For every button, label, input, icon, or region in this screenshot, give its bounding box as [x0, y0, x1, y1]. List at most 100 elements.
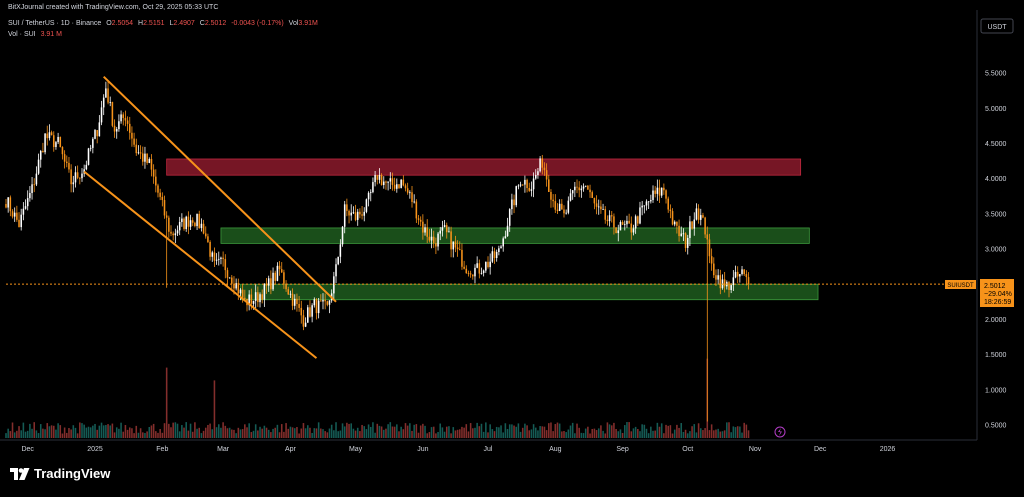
- volume-bar: [721, 431, 724, 438]
- volume-bar: [654, 430, 656, 438]
- volume-bar: [508, 424, 511, 438]
- candle: [311, 303, 313, 323]
- volume-bar: [124, 425, 127, 438]
- volume-bar: [293, 428, 296, 438]
- volume-bar: [159, 428, 161, 438]
- candle-body: [663, 187, 665, 191]
- legend-row[interactable]: SUI / TetherUS · 1D · Binance O2.5054 H2…: [8, 20, 321, 27]
- candle: [697, 204, 700, 224]
- volume-bar: [359, 431, 361, 438]
- volume-bar: [443, 431, 446, 438]
- candle: [50, 130, 53, 136]
- candle: [732, 270, 735, 292]
- candle: [458, 241, 461, 251]
- candle: [137, 145, 140, 155]
- candle: [83, 164, 85, 177]
- candle: [493, 247, 496, 264]
- candle: [693, 212, 696, 236]
- candle-body: [168, 217, 170, 232]
- volume-bar: [461, 426, 463, 438]
- volume-bar: [152, 423, 155, 438]
- candle: [723, 271, 726, 293]
- volume-bar: [267, 429, 270, 438]
- candle: [335, 258, 337, 283]
- candle-body: [491, 251, 494, 262]
- candle: [66, 155, 68, 168]
- candle: [702, 212, 704, 219]
- candle-body: [83, 169, 85, 174]
- price-axis[interactable]: [977, 0, 1024, 440]
- candle: [515, 185, 518, 208]
- volume-bar: [422, 423, 424, 438]
- volume-bar: [29, 423, 31, 438]
- volume-bar: [367, 424, 370, 438]
- candle-body: [315, 299, 318, 314]
- candle-body: [309, 307, 311, 317]
- candle-body: [452, 241, 455, 250]
- volume-bar: [515, 426, 518, 438]
- volume-bar: [283, 431, 285, 438]
- volume-bar: [524, 423, 526, 438]
- candle-body: [513, 199, 515, 206]
- candle: [79, 177, 81, 185]
- candle: [393, 177, 396, 192]
- volume-bar: [44, 429, 46, 438]
- candle-body: [9, 197, 12, 212]
- volume-bar: [346, 422, 348, 438]
- trendlines[interactable]: [83, 75, 337, 359]
- volume-bar: [168, 423, 170, 438]
- volume-bar: [697, 423, 700, 438]
- candle-body: [600, 206, 602, 210]
- volume-bar: [313, 428, 316, 438]
- candle: [300, 300, 303, 324]
- volume-bar: [50, 425, 53, 438]
- candle-body: [422, 221, 424, 233]
- candle-body: [200, 223, 203, 229]
- candle-body: [463, 266, 465, 269]
- candle: [699, 208, 702, 226]
- volume-legend[interactable]: Vol · SUI 3.91 M: [8, 31, 65, 38]
- candle-body: [417, 218, 420, 220]
- currency-button[interactable]: USDT: [980, 18, 1014, 34]
- volume-bar: [587, 426, 589, 438]
- volume-bar: [222, 422, 224, 438]
- volume-bar: [185, 422, 187, 438]
- volume-bar: [454, 430, 457, 438]
- candle: [435, 237, 437, 255]
- volume-bar: [411, 430, 413, 438]
- candle: [326, 300, 329, 307]
- tradingview-logo[interactable]: TradingView: [10, 466, 110, 481]
- candle: [478, 259, 481, 279]
- candle: [267, 275, 270, 292]
- volume-bar: [333, 430, 335, 438]
- price-axis-label: 4.5000: [985, 141, 1007, 148]
- volume-bar: [435, 433, 437, 438]
- candle-body: [391, 178, 394, 185]
- candle-body: [198, 213, 201, 229]
- candle: [660, 187, 663, 198]
- volume-bar: [606, 422, 609, 438]
- volume-bar: [537, 430, 539, 438]
- candle-body: [293, 298, 296, 306]
- time-axis-labels[interactable]: Dec 2025 Feb Mar Apr May Jun Jul Aug Sep Oct Nov Dec…: [21, 446, 895, 453]
- candle: [441, 220, 444, 237]
- candle-body: [634, 216, 637, 229]
- time-axis-label: Jun: [417, 446, 428, 453]
- volume-bar: [85, 427, 88, 438]
- lightning-icon[interactable]: [774, 426, 786, 438]
- volume-bar: [196, 428, 198, 438]
- volume-bar: [463, 427, 465, 438]
- candle-body: [307, 307, 309, 323]
- candle-body: [602, 209, 604, 210]
- candle-body: [187, 216, 190, 227]
- volume-bar: [296, 427, 298, 438]
- candle-body: [669, 209, 672, 212]
- candle: [189, 214, 192, 231]
- candle-body: [647, 201, 650, 203]
- candle: [283, 269, 285, 289]
- volume-bar: [691, 426, 693, 438]
- symbol-title[interactable]: SUI / TetherUS · 1D · Binance: [8, 20, 102, 27]
- volume-bar: [441, 427, 444, 438]
